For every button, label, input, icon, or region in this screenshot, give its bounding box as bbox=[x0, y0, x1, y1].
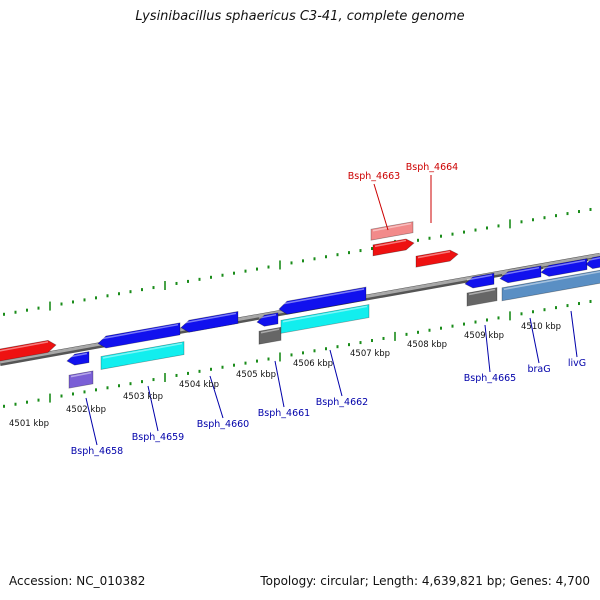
feature-bsph-4661-domain[interactable] bbox=[258, 326, 282, 345]
length-label: Length: bbox=[372, 574, 419, 588]
feature-bsph-4659-domain-highlight bbox=[102, 342, 183, 359]
feature-brag-livg-domain[interactable] bbox=[501, 269, 600, 302]
feature-bsph-4661-domain-shape bbox=[258, 326, 282, 345]
label-livg[interactable]: livG bbox=[568, 358, 586, 369]
cds-bsph-4660-shape bbox=[180, 311, 239, 333]
label-bsph-4658-leader bbox=[85, 397, 98, 446]
feature-bsph-4661-domain-highlight bbox=[260, 328, 280, 334]
feature-bsph-4659-domain[interactable] bbox=[100, 341, 185, 370]
feature-brag-livg-domain-highlight bbox=[503, 271, 600, 291]
cds-left-forward-shape bbox=[0, 340, 57, 362]
cds-bsph-4665-highlight bbox=[466, 274, 493, 281]
feature-bsph-4658-domain-shape bbox=[68, 370, 94, 389]
cds-bsph-4660-highlight bbox=[182, 312, 237, 324]
cds-bsph-4662-shape bbox=[278, 286, 367, 315]
cds-bsph-4661[interactable] bbox=[256, 312, 279, 327]
label-bsph-4659-leader bbox=[147, 385, 159, 432]
cds-bsph-4659-highlight bbox=[99, 323, 179, 340]
cds-left-forward-highlight bbox=[0, 341, 49, 352]
cds-brag-highlight bbox=[501, 266, 540, 276]
scale-label: 4509 kbp bbox=[464, 331, 504, 341]
cds-bsph-4661-highlight bbox=[258, 313, 277, 319]
feature-bsph-4665-domain[interactable] bbox=[466, 287, 498, 307]
cds-bsph-4665-shape bbox=[464, 272, 495, 289]
length-value: 4,639,821 bp bbox=[421, 574, 502, 588]
scale-label: 4507 kbp bbox=[350, 349, 390, 359]
cds-bsph-4663-fragment-shape bbox=[370, 221, 414, 241]
cds-right-edge-highlight bbox=[587, 257, 600, 262]
cds-bsph-4664[interactable] bbox=[415, 249, 459, 268]
cds-bsph-4663[interactable] bbox=[372, 238, 415, 257]
feature-bsph-4665-domain-highlight bbox=[468, 288, 496, 296]
accession-label: Accession: bbox=[9, 574, 73, 588]
cds-bsph-4658-shape bbox=[66, 351, 90, 366]
upper-tick-row bbox=[3, 207, 592, 316]
cds-bsph-4664-shape bbox=[415, 249, 459, 268]
accession-text: Accession: NC_010382 bbox=[9, 574, 145, 588]
scale-label: 4504 kbp bbox=[179, 380, 219, 390]
cds-bsph-4659-shape bbox=[97, 322, 181, 349]
cds-brag-shape bbox=[499, 265, 542, 284]
cds-bsph-4664-highlight bbox=[417, 250, 451, 259]
cds-bsph-4665[interactable] bbox=[464, 272, 495, 289]
cds-bsph-4663-highlight bbox=[374, 239, 407, 248]
genome-stats: Topology: circular; Length: 4,639,821 bp… bbox=[260, 574, 590, 588]
cds-bsph-4658[interactable] bbox=[66, 351, 90, 366]
feature-bsph-4659-domain-shape bbox=[100, 341, 185, 370]
feature-bsph-4662-domain-shape bbox=[280, 304, 370, 334]
cds-bsph-4659[interactable] bbox=[97, 322, 181, 349]
feature-bsph-4662-domain[interactable] bbox=[280, 304, 370, 334]
cds-bsph-4658-highlight bbox=[68, 352, 88, 358]
topology-label: Topology: bbox=[260, 574, 317, 588]
label-bsph-4665-leader bbox=[484, 324, 491, 373]
label-bsph-4662-leader bbox=[329, 349, 343, 397]
scale-label: 4508 kbp bbox=[407, 340, 447, 350]
scale-label: 4505 kbp bbox=[236, 370, 276, 380]
label-bsph-4660[interactable]: Bsph_4660 bbox=[197, 419, 249, 430]
feature-bsph-4658-domain-highlight bbox=[70, 372, 92, 378]
feature-bsph-4658-domain[interactable] bbox=[68, 370, 94, 389]
lower-tick-row bbox=[3, 299, 592, 408]
label-bsph-4661[interactable]: Bsph_4661 bbox=[258, 408, 310, 419]
cds-right-edge-shape bbox=[585, 255, 600, 269]
map-title: Lysinibacillus sphaericus C3-41, complet… bbox=[135, 9, 465, 24]
genes-value: 4,700 bbox=[555, 574, 590, 588]
cds-bsph-4663-shape bbox=[372, 238, 415, 257]
feature-bsph-4662-domain-highlight bbox=[282, 305, 368, 323]
scale-label: 4502 kbp bbox=[66, 405, 106, 415]
scale-label: 4501 kbp bbox=[9, 419, 49, 429]
cds-bsph-4660[interactable] bbox=[180, 311, 239, 333]
label-brag-leader bbox=[529, 317, 540, 364]
label-bsph-4658[interactable]: Bsph_4658 bbox=[71, 446, 123, 457]
label-brag[interactable]: braG bbox=[527, 364, 550, 375]
accession-value: NC_010382 bbox=[76, 574, 146, 588]
label-bsph-4660-leader bbox=[209, 375, 224, 419]
cds-brag[interactable] bbox=[499, 265, 542, 284]
cds-livg-highlight bbox=[542, 259, 586, 270]
label-bsph-4663-leader bbox=[373, 183, 389, 231]
cds-bsph-4661-shape bbox=[256, 312, 279, 327]
label-bsph-4661-leader bbox=[274, 360, 285, 408]
feature-bsph-4665-domain-shape bbox=[466, 287, 498, 307]
label-bsph-4659[interactable]: Bsph_4659 bbox=[132, 432, 184, 443]
scale-label: 4510 kbp bbox=[521, 322, 561, 332]
label-bsph-4663[interactable]: Bsph_4663 bbox=[348, 171, 400, 182]
label-bsph-4662[interactable]: Bsph_4662 bbox=[316, 397, 368, 408]
cds-right-edge[interactable] bbox=[585, 255, 600, 269]
cds-bsph-4662[interactable] bbox=[278, 286, 367, 315]
scale-label: 4506 kbp bbox=[293, 359, 333, 369]
cds-left-forward[interactable] bbox=[0, 340, 57, 362]
label-bsph-4665[interactable]: Bsph_4665 bbox=[464, 373, 516, 384]
genes-label: Genes: bbox=[509, 574, 552, 588]
label-bsph-4664[interactable]: Bsph_4664 bbox=[406, 162, 458, 173]
topology-value: circular bbox=[320, 574, 365, 588]
feature-brag-livg-domain-shape bbox=[501, 269, 600, 302]
cds-bsph-4663-fragment[interactable] bbox=[370, 221, 414, 241]
label-livg-leader bbox=[570, 310, 578, 358]
cds-bsph-4663-fragment-highlight bbox=[372, 222, 412, 232]
scale-label: 4503 kbp bbox=[123, 392, 163, 402]
cds-bsph-4662-highlight bbox=[280, 288, 365, 305]
